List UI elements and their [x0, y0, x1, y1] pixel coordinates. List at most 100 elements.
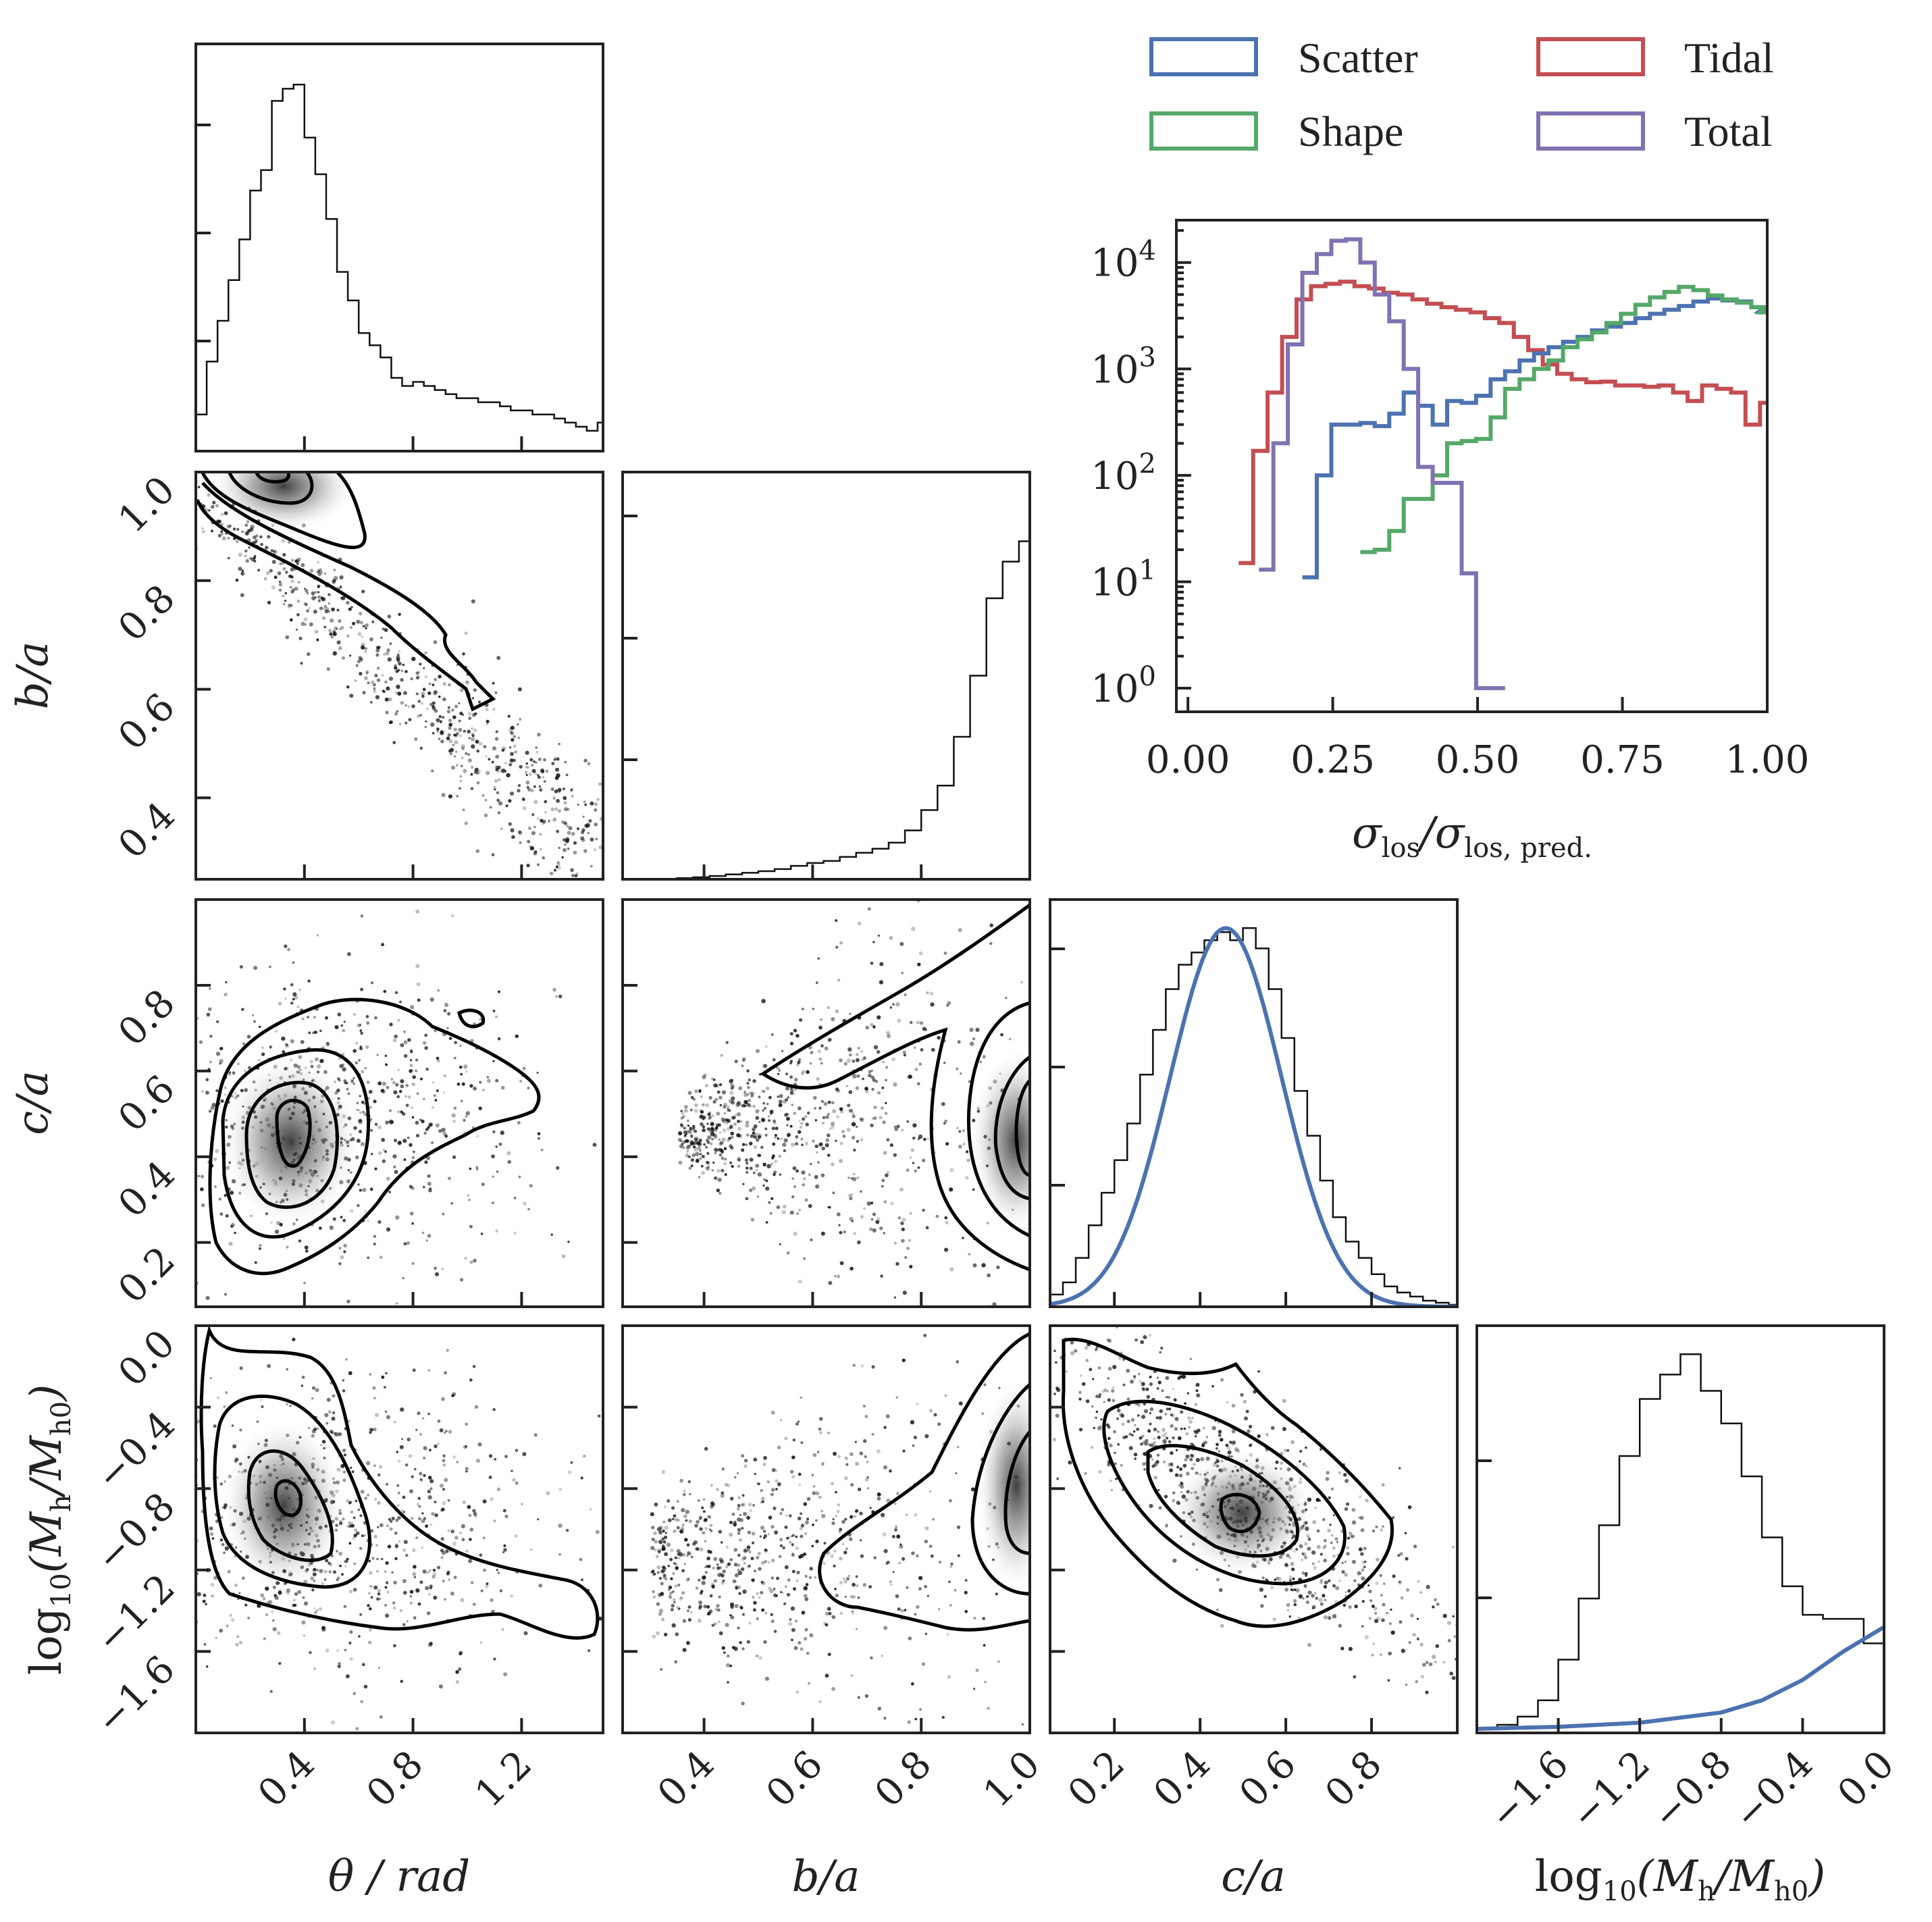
scatter-point: [778, 1103, 783, 1108]
scatter-point: [1183, 1427, 1186, 1430]
scatter-point: [885, 1101, 887, 1104]
scatter-point: [805, 1122, 809, 1126]
scatter-point: [1109, 1443, 1113, 1448]
scatter-point: [414, 737, 418, 741]
scatter-point: [531, 831, 536, 835]
scatter-point: [907, 1720, 911, 1724]
scatter-point: [671, 1506, 675, 1510]
contour-inner: [244, 1081, 339, 1210]
scatter-point: [717, 1604, 721, 1607]
scatter-point: [883, 1232, 886, 1235]
scatter-point: [444, 1478, 448, 1482]
scatter-point: [421, 1547, 423, 1549]
scatter-point: [160, 1555, 163, 1559]
scatter-point: [260, 542, 263, 546]
scatter-point: [822, 1122, 825, 1124]
scatter-point: [812, 1485, 816, 1488]
scatter-point: [239, 1428, 242, 1432]
scatter-point: [495, 730, 498, 733]
scatter-point: [965, 1176, 969, 1180]
scatter-point: [675, 1563, 678, 1566]
scatter-point: [761, 1089, 765, 1093]
scatter-point: [522, 1066, 526, 1070]
scatter-point: [403, 1040, 407, 1043]
scatter-point: [342, 1449, 346, 1453]
scatter-point: [669, 1591, 673, 1595]
scatter-point: [1147, 1429, 1151, 1433]
scatter-point: [209, 1060, 212, 1064]
scatter-point: [224, 992, 228, 997]
scatter-point: [448, 749, 452, 753]
scatter-point: [1151, 1458, 1154, 1461]
scatter-point: [752, 1104, 756, 1108]
scatter-point: [1193, 1430, 1197, 1434]
y-tick-label: 0.8: [110, 981, 184, 1055]
scatter-point: [742, 1059, 746, 1062]
scatter-point: [850, 1515, 854, 1519]
scatter-point: [748, 1621, 752, 1625]
scatter-point: [774, 1160, 778, 1164]
scatter-point: [453, 755, 456, 758]
scatter-point: [679, 1144, 683, 1149]
scatter-point: [346, 1525, 349, 1528]
scatter-point: [670, 1608, 674, 1611]
scatter-point: [528, 827, 531, 830]
scatter-point: [870, 1075, 875, 1080]
scatter-point: [343, 1020, 346, 1023]
scatter-point: [908, 1636, 912, 1641]
scatter-point: [407, 1038, 411, 1042]
scatter-point: [850, 1266, 854, 1271]
scatter-point: [650, 1570, 654, 1574]
scatter-point: [1084, 1472, 1087, 1476]
scatter-point: [440, 1556, 444, 1559]
scatter-point: [716, 1563, 719, 1566]
scatter-point: [209, 1377, 212, 1380]
scatter-point: [1191, 1417, 1194, 1420]
scatter-point: [893, 1241, 897, 1245]
scatter-point: [492, 1201, 494, 1204]
scatter-point: [1084, 1345, 1089, 1350]
scatter-point: [757, 1552, 761, 1555]
scatter-point: [573, 850, 577, 855]
scatter-point: [1426, 1584, 1430, 1589]
scatter-point: [190, 1110, 193, 1114]
scatter-point: [870, 1201, 874, 1205]
scatter-point: [662, 1520, 666, 1524]
scatter-point: [371, 981, 374, 985]
scatter-point: [765, 1186, 770, 1191]
scatter-point: [1330, 1541, 1333, 1544]
scatter-point: [476, 781, 480, 785]
scatter-point: [486, 719, 490, 723]
scatter-point: [885, 1173, 889, 1178]
scatter-point: [725, 1546, 729, 1549]
scatter-point: [816, 1451, 820, 1453]
scatter-point: [694, 1108, 698, 1113]
scatter-point: [738, 1135, 742, 1139]
scatter-point: [321, 1582, 325, 1586]
scatter-point: [853, 1515, 857, 1518]
scatter-point: [448, 1176, 451, 1180]
scatter-point: [1372, 1529, 1376, 1533]
scatter-point: [507, 1160, 512, 1164]
scatter-point: [1451, 1676, 1456, 1680]
scatter-point: [803, 1177, 806, 1180]
scatter-point: [694, 1524, 698, 1528]
scatter-point: [712, 1099, 716, 1104]
scatter-point: [383, 989, 387, 993]
scatter-point: [843, 1580, 847, 1584]
scatter-point: [313, 609, 317, 614]
scatter-point: [760, 1501, 763, 1504]
scatter-point: [662, 1574, 667, 1577]
scatter-point: [282, 567, 286, 571]
scatter-point: [852, 1074, 857, 1079]
scatter-point: [476, 1459, 480, 1463]
scatter-point: [741, 1701, 745, 1706]
scatter-point: [190, 1483, 193, 1486]
scatter-point: [355, 1061, 358, 1064]
panel-theta-vs-ba: [194, 471, 604, 881]
scatter-point: [1140, 1443, 1143, 1446]
scatter-point: [371, 1557, 375, 1560]
scatter-point: [396, 684, 400, 690]
y-tick-label: 1.0: [110, 468, 184, 542]
scatter-point: [825, 1673, 829, 1678]
